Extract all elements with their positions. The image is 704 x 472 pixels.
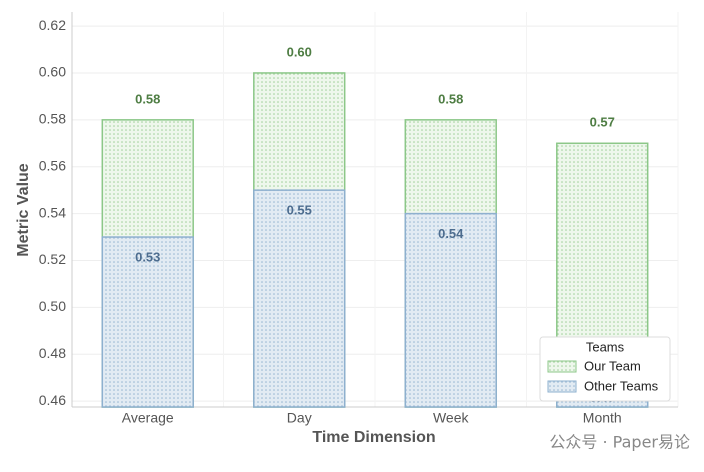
y-tick-label: 0.54 <box>39 204 66 220</box>
y-axis-label: Metric Value <box>15 163 32 256</box>
data-label: 0.58 <box>135 91 160 106</box>
data-label: 0.55 <box>287 203 312 218</box>
y-tick-label: 0.62 <box>39 17 66 33</box>
bar <box>253 189 346 408</box>
x-tick-label: Average <box>122 410 174 426</box>
x-tick-label: Month <box>583 410 622 426</box>
x-tick-label: Day <box>287 410 312 426</box>
bar <box>404 212 497 408</box>
data-label: 0.60 <box>287 44 312 59</box>
watermark: 公众号 · Paper易论 <box>549 433 690 452</box>
y-tick-label: 0.50 <box>39 298 66 314</box>
bar <box>101 236 194 408</box>
y-tick-label: 0.48 <box>39 345 66 361</box>
y-tick-label: 0.60 <box>39 64 66 80</box>
legend-label: Other Teams <box>584 378 659 393</box>
legend-title: Teams <box>586 339 625 354</box>
y-tick-label: 0.46 <box>39 392 66 408</box>
y-tick-label: 0.58 <box>39 111 66 127</box>
data-label: 0.57 <box>590 115 615 130</box>
x-axis-label: Time Dimension <box>312 429 435 446</box>
data-label: 0.53 <box>135 249 160 264</box>
legend-swatch <box>547 380 577 393</box>
y-tick-label: 0.52 <box>39 251 66 267</box>
data-label: 0.54 <box>438 226 464 241</box>
y-tick-label: 0.56 <box>39 157 66 173</box>
x-tick-label: Week <box>433 410 470 426</box>
legend-label: Our Team <box>584 358 641 373</box>
legend-swatch <box>547 360 577 373</box>
data-label: 0.58 <box>438 91 463 106</box>
